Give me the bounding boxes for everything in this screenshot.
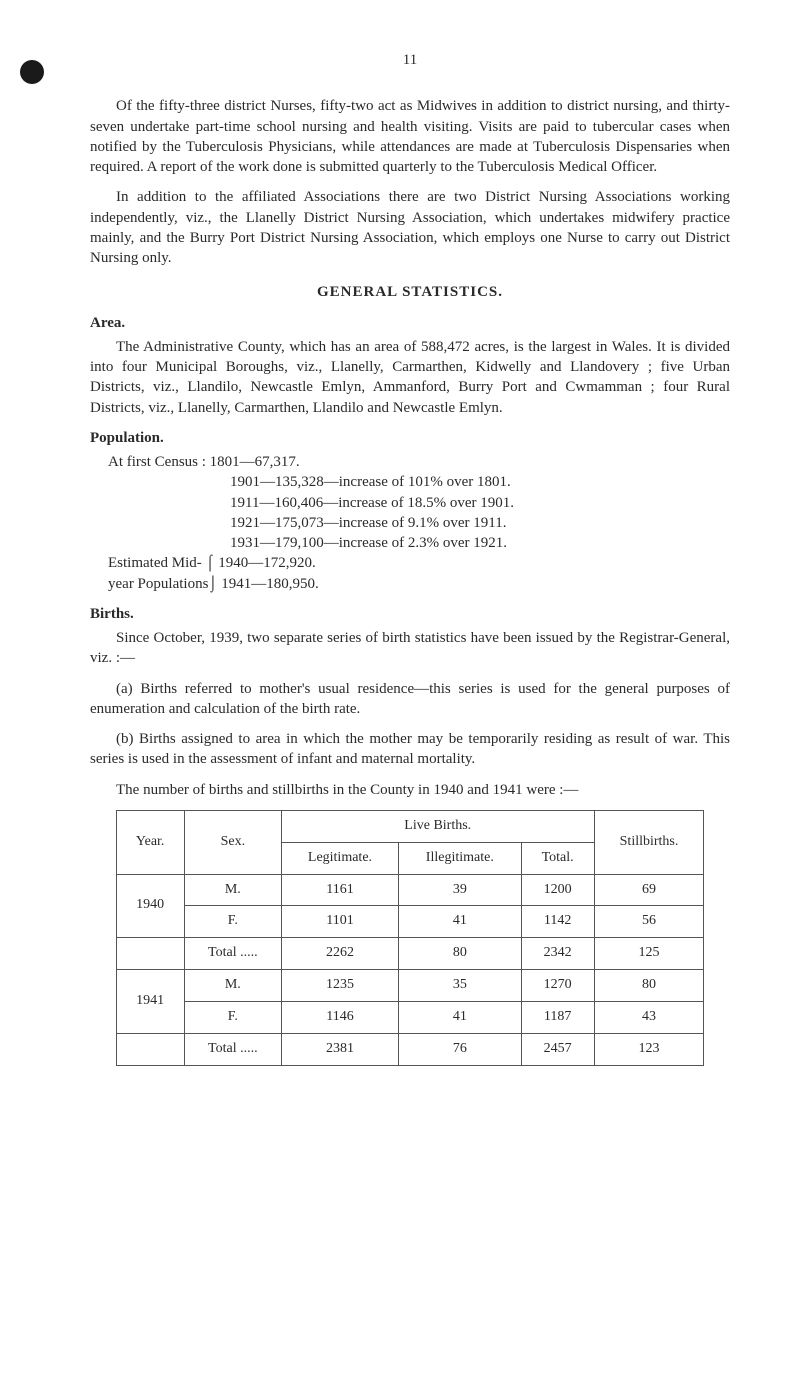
census-line: 1931—179,100—increase of 2.3% over 1921. — [90, 533, 730, 553]
cell-value: 69 — [594, 874, 704, 906]
cell-value: 41 — [399, 906, 522, 938]
table-total-row: Total ..... 2381 76 2457 123 — [116, 1033, 704, 1065]
cell-value: 1270 — [521, 970, 594, 1002]
cell-value: 2262 — [281, 938, 398, 970]
cell-value: 2381 — [281, 1033, 398, 1065]
body-paragraph: The number of births and stillbirths in … — [90, 780, 730, 800]
cell-value: 41 — [399, 1002, 522, 1034]
cell-value: 43 — [594, 1002, 704, 1034]
table-header-row: Year. Sex. Live Births. Stillbirths. — [116, 810, 704, 842]
cell-year: 1941 — [116, 970, 184, 1034]
cell-sex: F. — [184, 1002, 281, 1034]
table-row: 1940 M. 1161 39 1200 69 — [116, 874, 704, 906]
cell-value: 1101 — [281, 906, 398, 938]
col-legitimate: Legitimate. — [281, 842, 398, 874]
body-paragraph: Since October, 1939, two separate series… — [90, 628, 730, 669]
cell-value: 1187 — [521, 1002, 594, 1034]
cell-value: 35 — [399, 970, 522, 1002]
col-illegitimate: Illegitimate. — [399, 842, 522, 874]
census-line: At first Census : 1801—67,317. — [90, 452, 730, 472]
page-marker-dot — [20, 60, 44, 84]
births-table: Year. Sex. Live Births. Stillbirths. Leg… — [116, 810, 705, 1066]
cell-sex: F. — [184, 906, 281, 938]
subheading-population: Population. — [90, 428, 730, 448]
table-row: F. 1146 41 1187 43 — [116, 1002, 704, 1034]
cell-value: 1142 — [521, 906, 594, 938]
col-live-births: Live Births. — [281, 810, 594, 842]
table-total-row: Total ..... 2262 80 2342 125 — [116, 938, 704, 970]
cell-value: 39 — [399, 874, 522, 906]
page-number: 11 — [90, 50, 730, 70]
cell-sex: M. — [184, 970, 281, 1002]
cell-blank — [116, 938, 184, 970]
cell-value: 80 — [399, 938, 522, 970]
table-row: F. 1101 41 1142 56 — [116, 906, 704, 938]
census-line: 1921—175,073—increase of 9.1% over 1911. — [90, 513, 730, 533]
body-paragraph: Of the fifty-three district Nurses, fift… — [90, 96, 730, 177]
cell-blank — [116, 1033, 184, 1065]
cell-value: 123 — [594, 1033, 704, 1065]
cell-value: 1235 — [281, 970, 398, 1002]
col-year: Year. — [116, 810, 184, 874]
census-line: 1911—160,406—increase of 18.5% over 1901… — [90, 493, 730, 513]
cell-value: 2342 — [521, 938, 594, 970]
cell-value: 125 — [594, 938, 704, 970]
col-total: Total. — [521, 842, 594, 874]
cell-value: 1161 — [281, 874, 398, 906]
subheading-area: Area. — [90, 313, 730, 333]
census-line: year Populations⌡ 1941—180,950. — [90, 574, 730, 594]
body-paragraph: (a) Births referred to mother's usual re… — [90, 679, 730, 720]
body-paragraph: In addition to the affiliated Associatio… — [90, 187, 730, 268]
col-sex: Sex. — [184, 810, 281, 874]
col-stillbirths: Stillbirths. — [594, 810, 704, 874]
census-line: Estimated Mid- ⌠ 1940—172,920. — [90, 553, 730, 573]
cell-value: 56 — [594, 906, 704, 938]
body-paragraph: (b) Births assigned to area in which the… — [90, 729, 730, 770]
census-line: 1901—135,328—increase of 101% over 1801. — [90, 472, 730, 492]
cell-value: 2457 — [521, 1033, 594, 1065]
cell-value: 76 — [399, 1033, 522, 1065]
cell-value: 80 — [594, 970, 704, 1002]
cell-total-label: Total ..... — [184, 938, 281, 970]
cell-year: 1940 — [116, 874, 184, 938]
cell-value: 1200 — [521, 874, 594, 906]
cell-value: 1146 — [281, 1002, 398, 1034]
subheading-births: Births. — [90, 604, 730, 624]
table-row: 1941 M. 1235 35 1270 80 — [116, 970, 704, 1002]
cell-sex: M. — [184, 874, 281, 906]
section-heading-general: GENERAL STATISTICS. — [90, 282, 730, 302]
cell-total-label: Total ..... — [184, 1033, 281, 1065]
census-listing: At first Census : 1801—67,317. 1901—135,… — [90, 452, 730, 594]
body-paragraph: The Administrative County, which has an … — [90, 337, 730, 418]
